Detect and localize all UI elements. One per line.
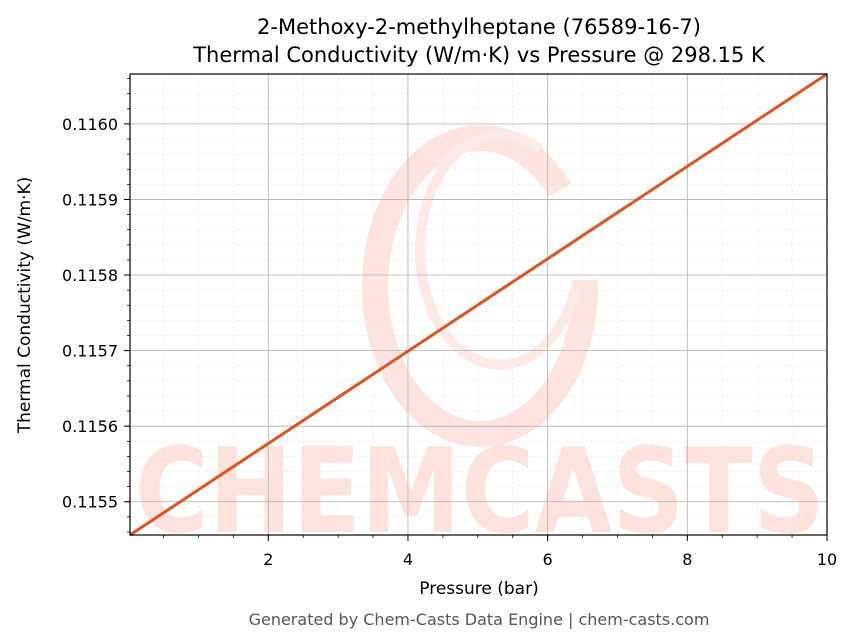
plot-frame <box>129 73 828 536</box>
series-layer <box>129 72 828 537</box>
x-tick-label: 2 <box>263 550 273 569</box>
y-tick-label: 0.1157 <box>62 342 118 361</box>
chart-title: 2-Methoxy-2-methylheptane (76589-16-7) <box>257 15 701 39</box>
x-tick-label: 8 <box>682 550 692 569</box>
watermark-text: CHEMCASTS <box>135 422 825 560</box>
y-axis-ticks: 0.1155 0.1156 0.1157 0.1158 0.1159 0.1160 <box>62 78 130 533</box>
x-axis-label: Pressure (bar) <box>419 579 538 599</box>
y-tick-label: 0.1159 <box>62 190 118 209</box>
x-tick-label: 4 <box>403 550 413 569</box>
y-tick-label: 0.1158 <box>62 266 118 285</box>
x-tick-label: 10 <box>817 550 837 569</box>
y-axis-label: Thermal Conductivity (W/m·K) <box>15 177 35 435</box>
footer-credit: Generated by Chem-Casts Data Engine | ch… <box>249 610 710 629</box>
major-grid <box>130 74 827 535</box>
y-tick-label: 0.1155 <box>62 493 118 512</box>
x-axis-ticks: 2 4 6 8 10 <box>163 535 837 569</box>
y-tick-label: 0.1160 <box>62 115 118 134</box>
watermark-logo: CHEMCASTS <box>135 125 825 560</box>
x-tick-label: 6 <box>543 550 553 569</box>
series-line <box>129 72 828 537</box>
chart-subtitle: Thermal Conductivity (W/m·K) vs Pressure… <box>192 43 766 67</box>
y-tick-label: 0.1156 <box>62 417 118 436</box>
